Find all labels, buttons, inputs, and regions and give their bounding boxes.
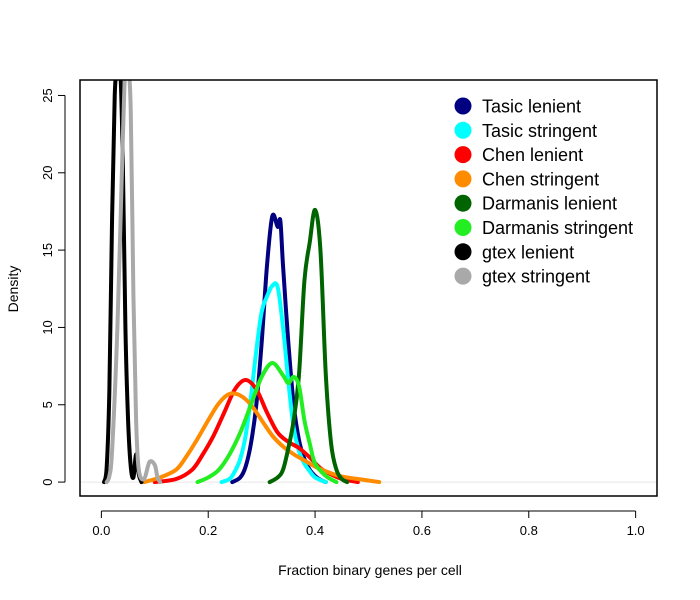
- x-axis: 0.0 0.2 0.4 0.6 0.8 1.0: [92, 510, 645, 538]
- legend-marker-gtex-lenient: [454, 243, 472, 261]
- series-line-darmanis-stringent: [195, 361, 339, 485]
- series-line-chen-stringent: [142, 391, 382, 485]
- series-line-tasic-stringent: [219, 281, 328, 485]
- x-tick-label: 0.0: [92, 523, 110, 538]
- x-tick-label: 0.8: [520, 523, 538, 538]
- x-tick-label: 0.4: [306, 523, 324, 538]
- legend-label-darmanis-stringent: Darmanis stringent: [482, 218, 633, 238]
- legend-label-chen-lenient: Chen lenient: [482, 145, 583, 165]
- y-tick-label: 15: [40, 243, 55, 257]
- series-layer: [102, 80, 382, 485]
- plot-frame: [79, 79, 658, 497]
- legend: Tasic lenient Tasic stringent Chen lenient…: [454, 97, 633, 287]
- legend-label-tasic-stringent: Tasic stringent: [482, 121, 597, 141]
- legend-marker-tasic-stringent: [454, 121, 472, 139]
- legend-marker-tasic-lenient: [454, 97, 472, 115]
- y-tick-label: 0: [40, 478, 55, 485]
- legend-marker-gtex-stringent: [454, 267, 472, 285]
- y-axis-title: Density: [5, 266, 21, 313]
- x-tick-label: 0.6: [413, 523, 431, 538]
- x-axis-title: Fraction binary genes per cell: [278, 562, 462, 578]
- legend-label-darmanis-lenient: Darmanis lenient: [482, 194, 617, 214]
- y-tick-label: 10: [40, 320, 55, 334]
- legend-marker-darmanis-lenient: [454, 194, 472, 212]
- legend-label-tasic-lenient: Tasic lenient: [482, 97, 581, 117]
- y-tick-label: 5: [40, 401, 55, 408]
- series-line-darmanis-lenient: [267, 207, 350, 485]
- x-tick-label: 1.0: [627, 523, 645, 538]
- legend-label-gtex-stringent: gtex stringent: [482, 267, 590, 287]
- y-tick-label: 20: [40, 166, 55, 180]
- legend-marker-chen-lenient: [454, 146, 472, 164]
- legend-label-gtex-lenient: gtex lenient: [482, 242, 574, 262]
- y-axis: 0 5 10 15 20 25: [40, 88, 66, 486]
- legend-marker-darmanis-stringent: [454, 219, 472, 236]
- legend-label-chen-stringent: Chen stringent: [482, 169, 599, 189]
- series-line-gtex-stringent: [104, 80, 163, 485]
- x-tick-label: 0.2: [199, 523, 217, 538]
- legend-marker-chen-stringent: [454, 170, 472, 188]
- y-tick-label: 25: [40, 88, 55, 102]
